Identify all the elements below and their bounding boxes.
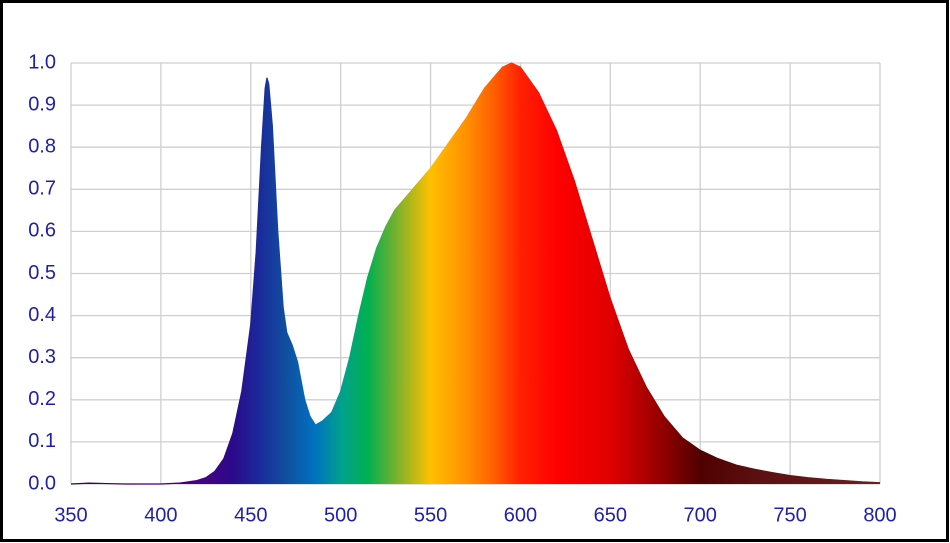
x-tick-label: 550: [414, 504, 447, 526]
x-tick-label: 450: [234, 504, 267, 526]
y-tick-label: 0.5: [28, 262, 56, 284]
y-tick-label: 1.0: [28, 51, 56, 73]
x-tick-label: 750: [773, 504, 806, 526]
x-tick-label: 650: [594, 504, 627, 526]
y-tick-label: 0.6: [28, 220, 56, 242]
x-tick-label: 700: [684, 504, 717, 526]
spectrum-line: [70, 62, 881, 485]
y-tick-label: 0.7: [28, 178, 56, 200]
x-tick-label: 350: [54, 504, 87, 526]
y-tick-label: 0.1: [28, 430, 56, 452]
y-tick-label: 0.8: [28, 135, 56, 157]
y-tick-label: 0.3: [28, 346, 56, 368]
x-tick-label: 400: [144, 504, 177, 526]
y-tick-label: 0.2: [28, 388, 56, 410]
spectrum-fill: [71, 63, 880, 484]
x-tick-label: 800: [863, 504, 896, 526]
y-tick-label: 0.4: [28, 304, 56, 326]
y-tick-label: 0.0: [28, 472, 56, 494]
x-tick-label: 500: [324, 504, 357, 526]
y-tick-label: 0.9: [28, 93, 56, 115]
x-tick-label: 600: [504, 504, 537, 526]
